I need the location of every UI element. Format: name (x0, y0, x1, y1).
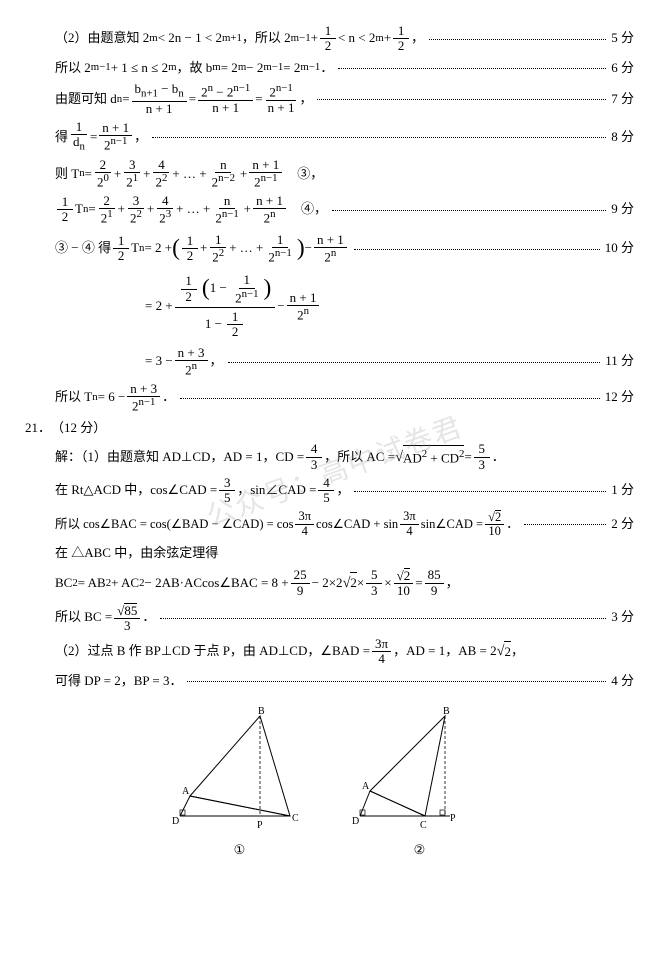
svg-text:D: D (172, 816, 179, 827)
q21-num: 21． (25, 418, 51, 439)
q21-line2: 在 Rt△ACD 中，cos∠CAD = 35 ，sin∠CAD = 45 ， … (25, 476, 634, 506)
q21-line4: 在 △ABC 中，由余弦定理得 (25, 543, 634, 564)
q20-line8: = 2 + 12 (1 − 12n−1) 1 − 12 − n + 12n (25, 271, 634, 342)
q21-line7: （2）过点 B 作 BP⊥CD 于点 P，由 AD⊥CD，∠BAD = 3π4 … (25, 637, 634, 667)
figures: A B C D P ① A B C D P ② (25, 706, 634, 861)
svg-text:P: P (450, 813, 456, 824)
text: （2）由题意知 2 (55, 28, 149, 49)
q20-line7: ③ − ④ 得 12 Tn = 2 + ( 12 + 122 + … + 12n… (25, 230, 634, 267)
q21-line3: 所以 cos∠BAC = cos(∠BAD − ∠CAD) = cos 3π4 … (25, 510, 634, 540)
svg-text:A: A (362, 781, 370, 792)
q21-line5: BC2 = AB2 + AC2 − 2AB·ACcos∠BAC = 8 + 25… (25, 568, 634, 599)
score: 5 分 (611, 28, 634, 49)
figure-1: A B C D P ① (170, 706, 310, 861)
svg-text:P: P (257, 820, 263, 831)
q20-line10: 所以 Tn = 6 − n + 32n−1 ． 12 分 (25, 382, 634, 414)
svg-text:C: C (420, 820, 427, 831)
svg-text:D: D (352, 816, 359, 827)
q20-line5: 则 Tn = 220 + 321 + 422 + … + n2n−2 + n +… (25, 158, 634, 190)
svg-text:B: B (443, 706, 450, 717)
q21-line1: 解：（1）由题意知 AD⊥CD，AD = 1，CD = 43 ，所以 AC = … (25, 442, 634, 472)
figure-2: A B C D P ② (350, 706, 490, 861)
q21-pts: （12 分） (51, 418, 106, 439)
q20-line6: 12 Tn = 221 + 322 + 423 + … + n2n−1 + n … (25, 194, 634, 226)
q20-line1: （2）由题意知 2m < 2n − 1 < 2m+1，所以 2m−1 + 12 … (25, 24, 634, 54)
q20-line9: = 3 − n + 32n ， 11 分 (25, 346, 634, 378)
q21-header: 21． （12 分） (25, 418, 634, 439)
q21-line8: 可得 DP = 2，BP = 3． 4 分 (25, 671, 634, 692)
q20-line4: 得 1dn = n + 12n−1 ， 8 分 (25, 120, 634, 154)
q20-line2: 所以 2m−1 + 1 ≤ n ≤ 2m，故 bm = 2m − 2m−1 = … (25, 58, 634, 79)
svg-text:A: A (182, 786, 190, 797)
q21-line6: 所以 BC = √853 ． 3 分 (25, 603, 634, 634)
svg-text:C: C (292, 813, 299, 824)
q20-line3: 由题可知 dn = bn+1 − bnn + 1 = 2n − 2n−1n + … (25, 82, 634, 116)
svg-text:B: B (258, 706, 265, 717)
